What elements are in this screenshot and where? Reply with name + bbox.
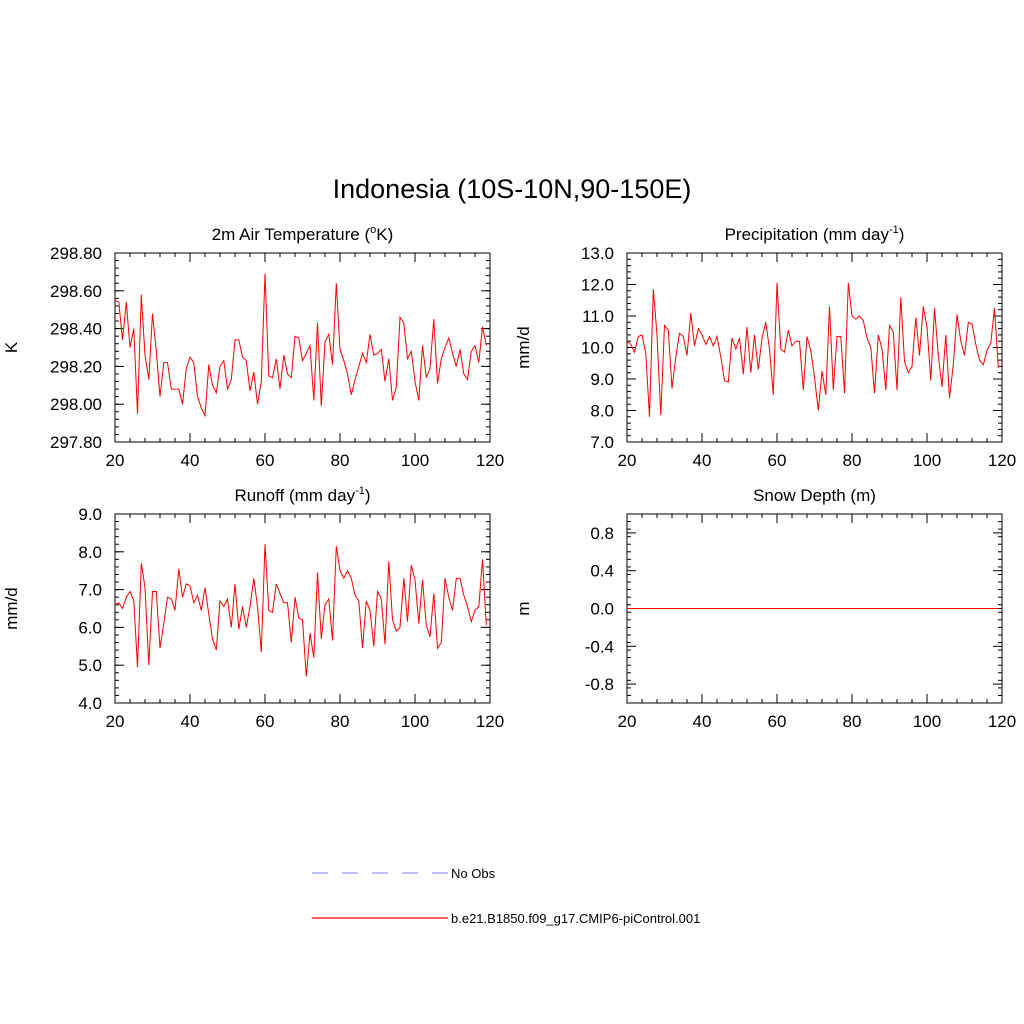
legend: No Obs b.e21.B1850.f09_g17.CMIP6-piContr…: [312, 866, 700, 926]
y-axis-label: mm/d: [2, 587, 21, 630]
chart-panel-4: 20 40 60 80 100 120 -0.8 -0.4 0.0 0.4 0.8 Snow Dept…: [514, 486, 1016, 731]
subplot-title: Runoff (mm day-1): [234, 485, 370, 505]
series-line: [114, 273, 487, 418]
x-tick-label: 80: [843, 451, 862, 470]
legend-obs-label: No Obs: [451, 866, 496, 881]
series-line: [114, 544, 487, 677]
y-tick-label: 6.0: [78, 618, 102, 637]
y-tick-label: 7.0: [78, 581, 102, 600]
x-tick-label: 80: [843, 712, 862, 731]
chart-panel-2: 20 40 60 80 100 120 7.0 8.0 9.0 10.0 11.0 12.0 13.0 P…: [514, 224, 1016, 470]
x-tick-label: 60: [768, 712, 787, 731]
chart-panel-3: 20 40 60 80 100 120 4.0 5.0 6.0 7.0 8.0 9.0 Runoff (…: [2, 485, 504, 731]
y-tick-label: 11.0: [582, 307, 614, 326]
x-tick-label: 120: [988, 712, 1016, 731]
y-tick-label: 0.8: [590, 524, 614, 543]
y-tick-label: 298.20: [50, 357, 102, 376]
x-tick-label: 20: [106, 712, 125, 731]
y-tick-label: 8.0: [78, 543, 102, 562]
y-tick-label: 0.4: [590, 562, 614, 581]
x-tick-label: 60: [768, 451, 787, 470]
y-tick-label: 12.0: [581, 276, 614, 295]
x-tick-label: 40: [181, 712, 200, 731]
y-tick-label: 9.0: [78, 505, 102, 524]
chart-panel-1: 20 40 60 80 100 120 297.80 298.00 298.20 298.40 29…: [2, 224, 504, 470]
y-tick-label: 9.0: [590, 370, 614, 389]
subplot-title: Snow Depth (m): [753, 486, 876, 505]
plot-frame: [626, 252, 1003, 443]
y-tick-label: 298.00: [50, 395, 102, 414]
panels-group: 20 40 60 80 100 120 297.80 298.00 298.20 298.40 29…: [2, 224, 1016, 731]
legend-model-label: b.e21.B1850.f09_g17.CMIP6-piControl.001: [451, 911, 700, 926]
x-tick-label: 80: [331, 712, 350, 731]
x-tick-label: 60: [256, 451, 275, 470]
y-tick-label: 297.80: [50, 433, 102, 452]
x-tick-label: 40: [693, 712, 712, 731]
y-tick-label: 13.0: [581, 244, 614, 263]
y-tick-label: -0.4: [585, 637, 614, 656]
y-tick-label: 298.40: [50, 320, 102, 339]
y-tick-label: 10.0: [581, 339, 614, 358]
y-tick-label: 0.0: [590, 600, 614, 619]
x-tick-label: 120: [476, 451, 504, 470]
subplot-title: Precipitation (mm day-1): [725, 224, 905, 244]
x-tick-label: 20: [618, 712, 637, 731]
x-tick-label: 120: [988, 451, 1016, 470]
x-tick-label: 100: [913, 712, 941, 731]
y-axis-label: mm/d: [514, 326, 533, 369]
x-tick-label: 100: [913, 451, 941, 470]
x-tick-label: 40: [181, 451, 200, 470]
figure-title: Indonesia (10S-10N,90-150E): [333, 174, 692, 204]
series-line: [626, 282, 999, 417]
y-tick-label: 5.0: [78, 656, 102, 675]
subplot-title: 2m Air Temperature (oK): [212, 224, 394, 244]
y-tick-label: 298.60: [50, 282, 102, 301]
x-tick-label: 60: [256, 712, 275, 731]
y-tick-label: -0.8: [585, 675, 614, 694]
x-tick-label: 80: [331, 451, 350, 470]
y-tick-label: 7.0: [590, 433, 614, 452]
plot-frame: [114, 252, 491, 443]
y-tick-label: 298.80: [50, 244, 102, 263]
y-axis-label: K: [2, 341, 21, 353]
x-tick-label: 20: [106, 451, 125, 470]
x-tick-label: 40: [693, 451, 712, 470]
x-tick-label: 100: [401, 451, 429, 470]
y-axis-label: m: [514, 601, 533, 615]
y-tick-label: 4.0: [78, 694, 102, 713]
y-tick-label: 8.0: [590, 402, 614, 421]
x-tick-label: 20: [618, 451, 637, 470]
x-tick-label: 100: [401, 712, 429, 731]
plot-frame: [114, 513, 491, 704]
x-tick-label: 120: [476, 712, 504, 731]
